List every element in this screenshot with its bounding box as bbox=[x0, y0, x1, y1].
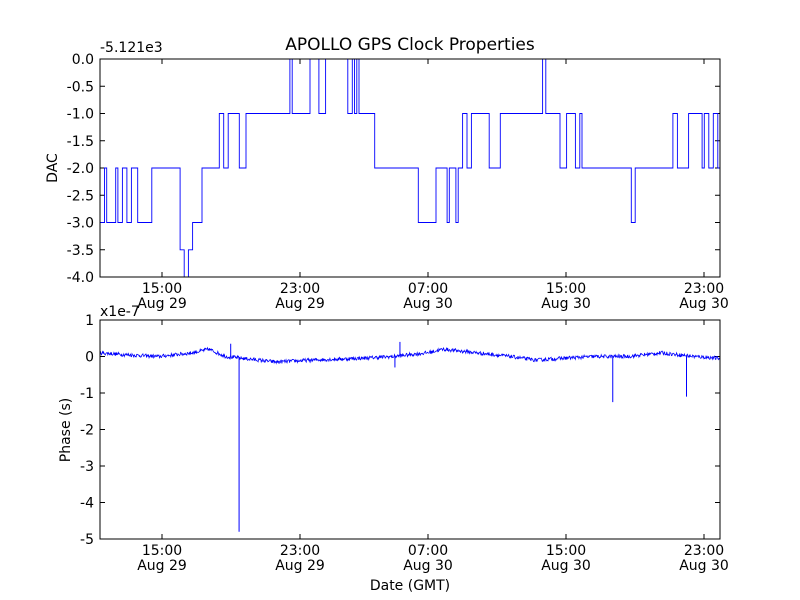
dac-offset-text: -5.121e3 bbox=[100, 40, 163, 56]
y-tick-label-6: -5 bbox=[80, 532, 94, 548]
y-tick-label-8: -4.0 bbox=[67, 270, 94, 286]
y-tick-label-0: 1 bbox=[85, 313, 94, 329]
y-tick-label-6: -3.0 bbox=[67, 216, 94, 232]
x-tick-label-date-0: Aug 29 bbox=[137, 296, 187, 312]
y-tick-label-5: -4 bbox=[80, 496, 94, 512]
y-tick-label-1: 0 bbox=[85, 350, 94, 366]
x-tick-label-date-4: Aug 30 bbox=[679, 296, 729, 312]
y-tick-label-3: -2 bbox=[80, 423, 94, 439]
dac-plot-area: 0.0 -0.5 -1.0 -1.5 -2.0 -2.5 -3.0 -3.5 -4.0 15:00… bbox=[67, 52, 729, 312]
y-tick-label-0: 0.0 bbox=[72, 52, 94, 68]
x-tick-label-time-1: 23:00 bbox=[280, 543, 320, 559]
y-tick-label-2: -1.0 bbox=[67, 107, 94, 123]
x-tick-label-date-3: Aug 30 bbox=[541, 558, 591, 574]
x-tick-label-date-0: Aug 29 bbox=[137, 558, 187, 574]
x-tick-label-date-1: Aug 29 bbox=[275, 296, 325, 312]
x-tick-label-time-2: 07:00 bbox=[408, 281, 448, 297]
y-tick-label-5: -2.5 bbox=[67, 188, 94, 204]
x-tick-label-time-0: 15:00 bbox=[142, 281, 182, 297]
x-tick-label-time-4: 23:00 bbox=[684, 281, 724, 297]
x-tick-label-date-2: Aug 30 bbox=[403, 558, 453, 574]
x-tick-label-time-3: 15:00 bbox=[546, 281, 586, 297]
x-tick-label-date-2: Aug 30 bbox=[403, 296, 453, 312]
phase-series-line bbox=[99, 346, 721, 365]
x-tick-label-time-1: 23:00 bbox=[280, 281, 320, 297]
x-tick-label-time-2: 07:00 bbox=[408, 543, 448, 559]
y-tick-label-7: -3.5 bbox=[67, 243, 94, 259]
y-tick-label-1: -0.5 bbox=[67, 79, 94, 95]
y-tick-label-2: -1 bbox=[80, 386, 94, 402]
y-tick-label-3: -1.5 bbox=[67, 134, 94, 150]
chart-title: APOLLO GPS Clock Properties bbox=[285, 35, 535, 55]
dac-frame bbox=[99, 58, 721, 278]
phase-offset-text: x1e-7 bbox=[100, 304, 140, 320]
x-tick-label-date-1: Aug 29 bbox=[275, 558, 325, 574]
y-tick-label-4: -2.0 bbox=[67, 161, 94, 177]
x-tick-label-time-3: 15:00 bbox=[546, 543, 586, 559]
dac-panel: -5.121e3 DAC 0.0 -0.5 -1.0 -1.5 -2.0 -2.5 -3.0… bbox=[45, 40, 729, 312]
phase-xlabel: Date (GMT) bbox=[370, 578, 450, 594]
phase-ylabel: Phase (s) bbox=[58, 398, 74, 462]
x-tick-label-date-3: Aug 30 bbox=[541, 296, 591, 312]
x-tick-label-time-4: 23:00 bbox=[684, 543, 724, 559]
dac-ylabel: DAC bbox=[45, 153, 61, 183]
y-tick-label-4: -3 bbox=[80, 459, 94, 475]
x-tick-label-time-0: 15:00 bbox=[142, 543, 182, 559]
dac-series-line bbox=[100, 58, 720, 278]
phase-frame bbox=[99, 319, 721, 540]
x-tick-label-date-4: Aug 30 bbox=[679, 558, 729, 574]
